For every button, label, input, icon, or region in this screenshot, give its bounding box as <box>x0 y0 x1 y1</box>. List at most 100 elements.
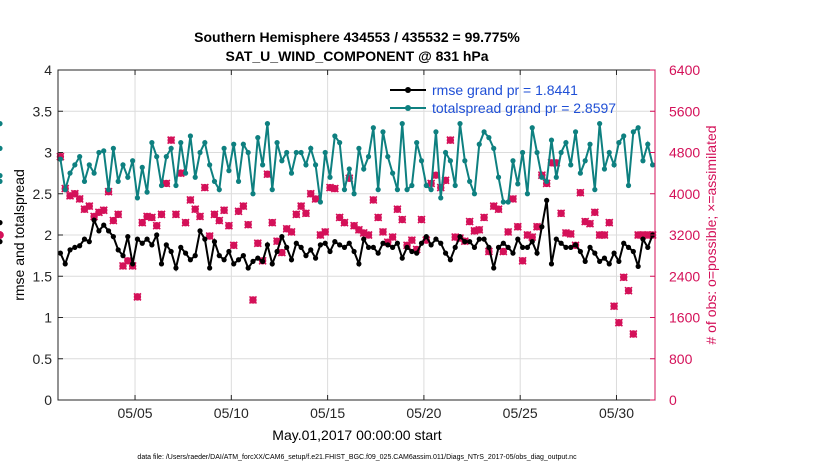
rmse-point <box>62 261 68 267</box>
totalspread-point <box>269 187 275 193</box>
obs-assimilated-marker <box>229 241 238 250</box>
rmse-point <box>279 234 285 240</box>
rmse-point <box>134 236 141 242</box>
rmse-point <box>385 242 391 248</box>
rmse-point <box>101 222 107 228</box>
totalspread-point <box>144 189 150 195</box>
rmse-point <box>621 240 627 246</box>
totalspread-point <box>279 158 285 164</box>
totalspread-point <box>645 141 651 147</box>
y-right-tick-label-3: 2400 <box>669 268 700 284</box>
obs-marker <box>619 273 628 282</box>
rmse-point <box>154 232 160 238</box>
obs-marker <box>195 212 205 221</box>
obs-marker <box>138 218 147 227</box>
obs-assimilated-marker <box>114 210 123 219</box>
obs-marker <box>114 210 123 219</box>
rmse-point <box>284 244 290 250</box>
totalspread-point <box>264 121 271 127</box>
rmse-point <box>563 244 569 250</box>
totalspread-point <box>597 121 603 127</box>
obs-marker <box>99 206 108 215</box>
totalspread-point <box>462 158 468 164</box>
totalspread-point <box>351 191 357 197</box>
obs-marker <box>321 227 330 236</box>
obs-assimilated-marker <box>239 202 248 211</box>
totalspread-point <box>592 187 598 193</box>
rmse-point <box>592 250 598 256</box>
rmse-point <box>264 242 271 248</box>
obs-assimilated-marker <box>475 225 484 234</box>
obs-assimilated-marker <box>619 273 628 282</box>
rmse-point <box>409 248 415 255</box>
obs-marker <box>234 207 243 216</box>
rmse-point <box>433 236 439 242</box>
totalspread-point <box>187 133 193 139</box>
obs-marker <box>566 229 575 239</box>
totalspread-point <box>115 178 121 184</box>
totalspread-point <box>447 158 453 164</box>
rmse-point <box>380 240 386 246</box>
totalspread-point <box>130 158 136 164</box>
obs-assimilated-marker <box>480 213 489 222</box>
obs-assimilated-marker <box>109 216 118 225</box>
obs-marker <box>186 195 195 205</box>
rmse-point <box>0 220 3 226</box>
totalspread-point <box>105 187 112 193</box>
totalspread-point <box>616 140 622 146</box>
obs-assimilated-marker <box>200 183 209 192</box>
obs-marker <box>306 189 315 198</box>
totalspread-point <box>110 145 116 151</box>
rmse-point <box>558 240 564 246</box>
y-axis-label-right: # of obs: o=possible; ×=assimilated <box>703 125 719 344</box>
rmse-point <box>606 261 612 267</box>
rmse-point <box>67 247 73 253</box>
totalspread-point <box>587 141 593 147</box>
totalspread-point <box>120 162 126 168</box>
totalspread-point <box>149 140 155 146</box>
totalspread-point <box>380 129 386 135</box>
totalspread-point <box>245 149 251 156</box>
totalspread-point <box>414 140 420 146</box>
rmse-point <box>144 236 150 242</box>
totalspread-point <box>139 164 145 170</box>
obs-assimilated-marker <box>253 239 262 248</box>
obs-marker <box>407 236 416 245</box>
totalspread-point <box>433 129 439 135</box>
obs-assimilated-marker <box>528 232 537 242</box>
obs-marker <box>292 210 301 219</box>
rmse-point <box>81 236 88 242</box>
rmse-point <box>375 250 381 256</box>
obs-marker <box>494 205 503 214</box>
totalspread-point <box>606 149 612 156</box>
totalspread-point <box>625 182 632 189</box>
rmse-point <box>645 244 651 250</box>
rmse-point <box>582 258 588 264</box>
rmse-point <box>515 236 521 242</box>
rmse-point <box>630 248 636 255</box>
obs-marker <box>374 213 383 222</box>
obs-assimilated-marker <box>590 208 599 217</box>
rmse-point <box>370 244 376 250</box>
obs-marker <box>465 217 474 226</box>
rmse-point <box>250 258 256 264</box>
obs-assimilated-marker <box>224 221 233 230</box>
rmse-point <box>168 248 174 255</box>
totalspread-point <box>255 135 261 141</box>
rmse-point <box>423 234 429 240</box>
rmse-point <box>125 234 131 240</box>
rmse-point <box>414 250 420 256</box>
obs-marker <box>311 194 320 203</box>
rmse-point <box>587 244 593 250</box>
obs-marker <box>480 213 489 222</box>
obs-assimilated-marker <box>287 227 296 236</box>
y-left-tick-label-4: 2 <box>44 227 52 243</box>
obs-marker <box>147 213 156 222</box>
obs-assimilated-marker <box>388 232 397 242</box>
obs-assimilated-marker <box>513 222 522 231</box>
y-right-tick-label-4: 3200 <box>669 227 700 243</box>
rmse-point <box>245 265 251 271</box>
rmse-point <box>390 244 396 250</box>
totalspread-point <box>221 145 227 151</box>
